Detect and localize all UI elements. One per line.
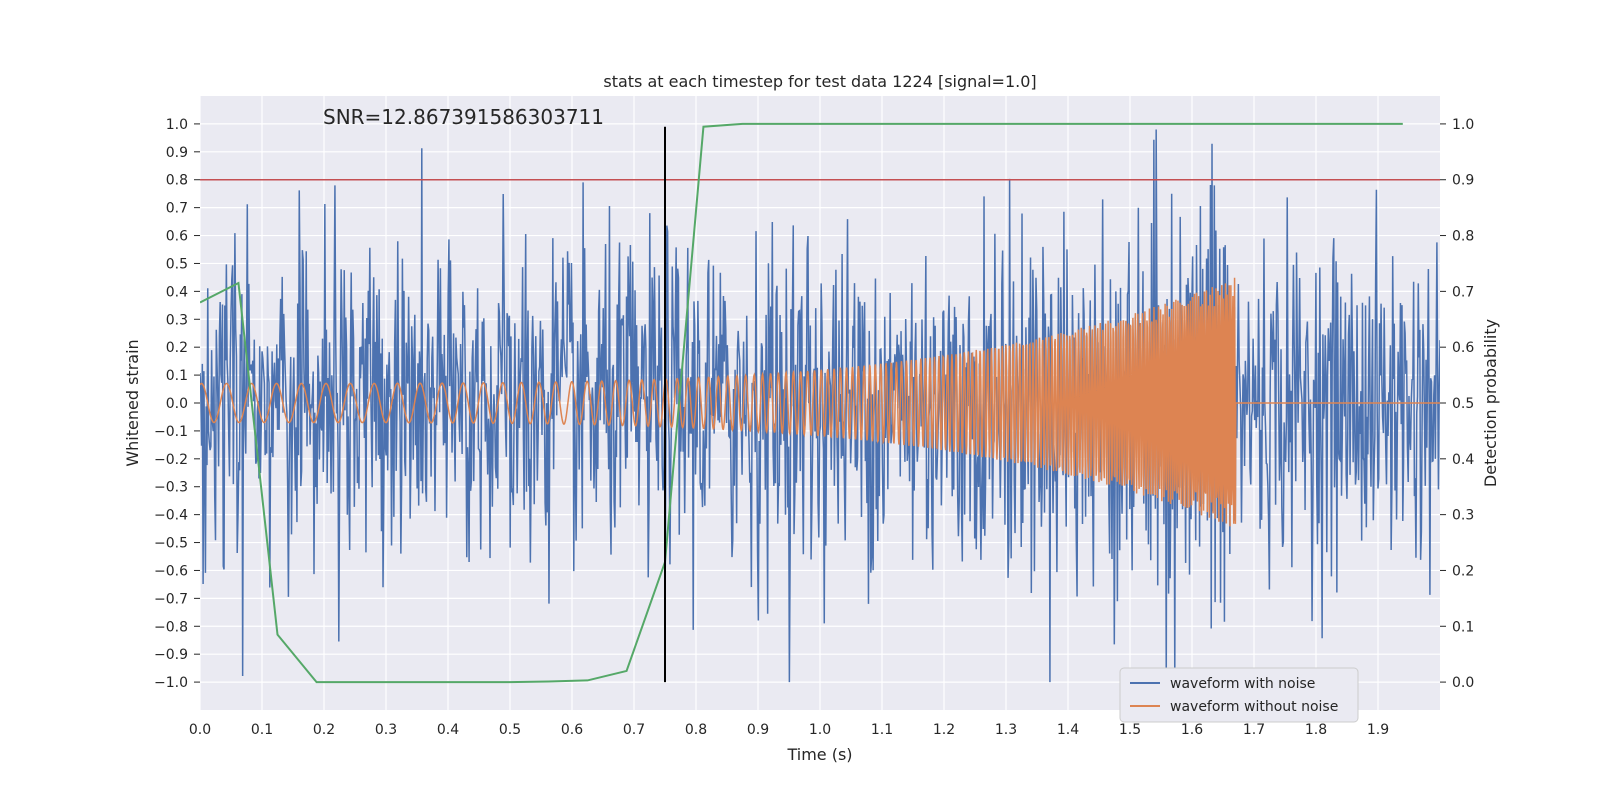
x-tick-label: 1.2 <box>933 722 955 738</box>
y-tick-label: 0.3 <box>166 312 188 328</box>
y2-tick-label: 0.3 <box>1452 508 1474 524</box>
x-tick-label: 0.1 <box>251 722 273 738</box>
tick-layer: 0.0 0.1 0.2 0.3 0.4 0.5 0.6 0.7 0.8 0.9 1.0 1.1 1.2 1… <box>154 117 1474 738</box>
x-tick-label: 1.5 <box>1119 722 1141 738</box>
y2-tick-label: 0.2 <box>1452 563 1474 579</box>
legend: waveform with noise waveform without noi… <box>1119 667 1359 723</box>
x-tick-label: 0.0 <box>189 722 211 738</box>
y-tick-label: −0.2 <box>154 452 188 468</box>
y2-tick-label: 0.1 <box>1452 619 1474 635</box>
y-tick-label: −0.3 <box>154 480 188 496</box>
x-tick-label: 1.4 <box>1057 722 1079 738</box>
chart-title: stats at each timestep for test data 122… <box>603 72 1036 91</box>
x-tick-label: 0.8 <box>685 722 707 738</box>
series-layer <box>200 122 1440 684</box>
y-tick-label: −0.9 <box>154 647 188 663</box>
x-tick-label: 1.7 <box>1243 722 1265 738</box>
legend-label-clean: waveform without noise <box>1170 699 1338 715</box>
legend-label-noise: waveform with noise <box>1170 676 1315 692</box>
y-tick-label: −1.0 <box>154 675 188 691</box>
y-tick-label: 0.8 <box>166 173 188 189</box>
y-axis-label: Whitened strain <box>123 339 142 466</box>
series-detection-probability <box>200 122 1403 684</box>
x-tick-label: 0.2 <box>313 722 335 738</box>
x-tick-label: 0.5 <box>499 722 521 738</box>
x-tick-label: 1.3 <box>995 722 1017 738</box>
y-tick-label: −0.5 <box>154 536 188 552</box>
y-tick-label: 0.7 <box>166 201 188 217</box>
y-tick-label: 1.0 <box>166 117 188 133</box>
y-tick-label: −0.8 <box>154 619 188 635</box>
y-tick-label: −0.6 <box>154 563 188 579</box>
x-tick-label: 1.1 <box>871 722 893 738</box>
x-tick-label: 1.0 <box>809 722 831 738</box>
y-tick-label: 0.6 <box>166 229 188 245</box>
x-axis-label: Time (s) <box>786 745 852 764</box>
y2-tick-label: 0.4 <box>1452 452 1474 468</box>
x-tick-label: 0.7 <box>623 722 645 738</box>
y2-tick-label: 0.6 <box>1452 340 1474 356</box>
x-tick-label: 1.8 <box>1305 722 1327 738</box>
x-tick-label: 1.9 <box>1367 722 1389 738</box>
y-tick-label: −0.7 <box>154 591 188 607</box>
legend-box <box>1119 667 1359 723</box>
y2-tick-label: 0.0 <box>1452 675 1474 691</box>
x-tick-label: 1.6 <box>1181 722 1203 738</box>
x-tick-label: 0.9 <box>747 722 769 738</box>
y-tick-label: −0.1 <box>154 424 188 440</box>
series-waveform-without-noise <box>200 277 1440 527</box>
y2-tick-label: 0.9 <box>1452 173 1474 189</box>
x-tick-label: 0.6 <box>561 722 583 738</box>
y-tick-label: 0.2 <box>166 340 188 356</box>
snr-annotation: SNR=12.867391586303711 <box>323 105 604 129</box>
y-tick-label: 0.9 <box>166 145 188 161</box>
y2-axis-label: Detection probability <box>1481 319 1500 487</box>
x-tick-label: 0.4 <box>437 722 459 738</box>
y2-tick-label: 0.5 <box>1452 396 1474 412</box>
y2-tick-label: 0.8 <box>1452 229 1474 245</box>
y-tick-label: 0.1 <box>166 368 188 384</box>
x-tick-label: 0.3 <box>375 722 397 738</box>
y-tick-label: 0.5 <box>166 256 188 272</box>
y-tick-label: −0.4 <box>154 508 188 524</box>
y2-tick-label: 1.0 <box>1452 117 1474 133</box>
y-tick-label: 0.4 <box>166 284 188 300</box>
y-tick-label: 0.0 <box>166 396 188 412</box>
y2-tick-label: 0.7 <box>1452 284 1474 300</box>
